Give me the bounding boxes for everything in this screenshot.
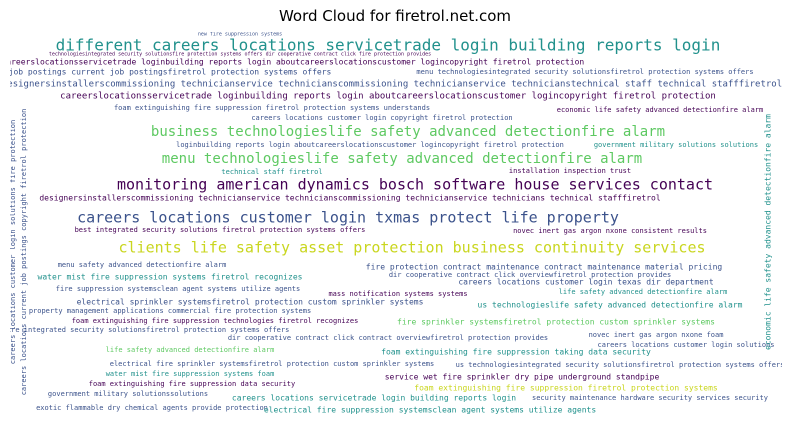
word-31: mass notification systems systems: [328, 290, 467, 298]
word-21: best integrated security solutions firet…: [75, 226, 366, 234]
word-6: menu technologiesintegrated security sol…: [416, 68, 753, 76]
word-36: fire sprinkler systemsfiretrol protectio…: [397, 318, 715, 327]
word-29: fire suppression systemsclean agent syst…: [56, 285, 300, 293]
word-38: dir cooperative contract click contract …: [228, 334, 548, 342]
word-50: careers locations servicetrade login bui…: [232, 394, 516, 403]
word-44: us technologiesintegrated security solut…: [456, 361, 782, 369]
word-27: dir cooperative contract click overviewf…: [389, 271, 671, 279]
word-34: property management applications commerc…: [29, 307, 311, 315]
word-55: careers locations customer login solutio…: [10, 120, 17, 364]
word-46: service wet fire sprinkler dry pipe unde…: [385, 373, 660, 382]
wordcloud-area: new fire suppression systems different ca…: [0, 32, 784, 422]
word-52: exotic flammable dry chemical agents pro…: [36, 404, 268, 412]
word-42: foam extinguishing fire suppression taki…: [381, 348, 651, 357]
word-3: technologiesintegrated security solution…: [49, 52, 431, 58]
word-17: installation inspection trust: [509, 167, 631, 175]
word-22: novec inert gas argon nxone consistent r…: [513, 227, 707, 235]
word-4: uscareerslocationsservicetrade loginbuil…: [10, 58, 584, 67]
word-48: foam extinguishing fire suppression fire…: [414, 384, 718, 393]
word-12: business technologieslife safety advance…: [151, 124, 665, 140]
word-49: government military solutionssolutions: [48, 390, 208, 398]
word-53: electrical fire suppression systemsclean…: [264, 406, 597, 415]
word-19: designersinstallerscommissioning technic…: [39, 194, 661, 203]
word-2: different careers locations servicetrade…: [56, 36, 721, 55]
word-40: careers locations customer login solutio…: [597, 341, 774, 349]
word-37: fire integrated security solutionsfiretr…: [10, 326, 289, 334]
chart-title: Word Cloud for firetrol.net.com: [278, 7, 512, 25]
word-9: foam extinguishing fire suppression fire…: [114, 104, 430, 112]
word-10: economic life safety advanced detectionf…: [557, 106, 764, 114]
word-11: careers locations customer login copyrig…: [251, 114, 512, 122]
word-24: menu safety advanced detectionfire alarm: [58, 261, 227, 269]
word-20: careers locations customer login txmas p…: [77, 209, 619, 227]
word-1: new fire suppression systems: [198, 32, 282, 38]
word-8: careerslocationsservicetrade loginbuildi…: [60, 92, 716, 102]
word-28: careers locations customer login texas d…: [458, 278, 713, 287]
word-16: technical staff firetrol: [221, 168, 322, 176]
word-25: fire protection contract maintenance con…: [366, 263, 723, 272]
word-13: loginbuilding reports login aboutcareers…: [176, 141, 564, 149]
word-30: life safety advanced detectionfire alarm: [559, 288, 728, 296]
word-5: job postings current job postingsfiretro…: [10, 68, 332, 77]
word-54: careers locations current job postings c…: [20, 109, 28, 396]
word-43: electrical fire sprinkler systemsfiretro…: [110, 360, 435, 368]
word-56: economic life safety advanced detectionf…: [764, 114, 773, 350]
word-39: novec inert gas argon nxone foam: [589, 331, 724, 339]
word-26: water mist fire suppression systems fire…: [38, 273, 303, 282]
word-33: us technologieslife safety advanced dete…: [478, 301, 743, 310]
word-15: menu technologieslife safety advanced de…: [162, 151, 642, 167]
word-41: life safety advanced detectionfire alarm: [106, 346, 275, 354]
word-47: foam extinguishing fire suppression data…: [89, 380, 296, 388]
word-23: clients life safety asset protection bus…: [119, 239, 706, 257]
word-7: designersinstallerscommissioning technic…: [10, 80, 782, 90]
word-32: electrical sprinkler systemsfiretrol pro…: [77, 298, 424, 307]
word-14: government military solutions solutions: [594, 141, 758, 149]
word-35: foam extinguishing fire suppression tech…: [72, 317, 359, 325]
word-45: water mist fire suppression systems foam: [106, 370, 275, 378]
word-18: monitoring american dynamics bosch softw…: [117, 176, 713, 194]
word-51: security maintenance hardware security s…: [532, 394, 768, 402]
